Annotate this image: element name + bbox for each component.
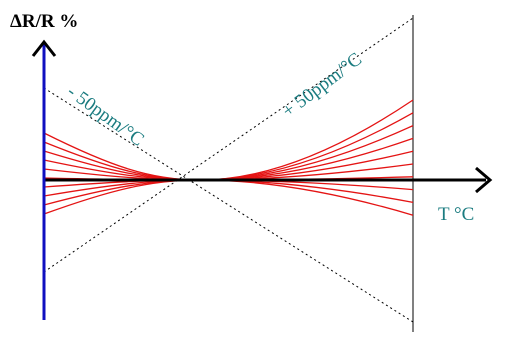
plus-50ppm-label: + 50ppm/°C <box>278 49 366 122</box>
y-axis-arrow <box>31 39 57 57</box>
minus-50ppm-label: - 50ppm/°C <box>63 81 148 151</box>
y-axis-label: ΔR/R % <box>10 11 78 32</box>
curve <box>43 137 414 181</box>
x-axis-label: T °C <box>438 204 474 225</box>
x-axis-arrow <box>475 166 493 194</box>
